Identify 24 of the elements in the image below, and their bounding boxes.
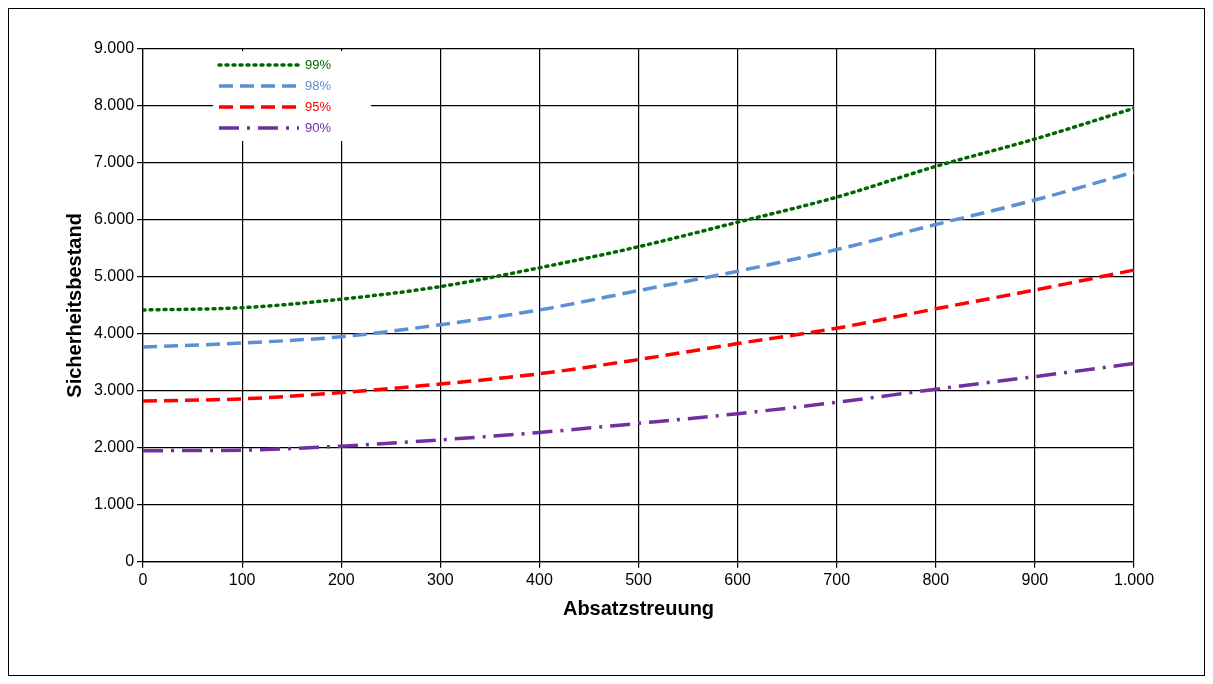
x-tick-label: 600 xyxy=(724,570,752,588)
x-tick-label: 200 xyxy=(327,570,355,588)
x-tick-label: 0 xyxy=(138,570,148,588)
y-tick-label: 3.000 xyxy=(93,381,135,399)
x-tick-label: 500 xyxy=(625,570,652,588)
y-axis-title: Sicherheitsbestand xyxy=(62,213,85,398)
x-tick-label: 900 xyxy=(1021,570,1049,588)
y-tick-label: 7.000 xyxy=(93,153,135,171)
x-tick-label: 400 xyxy=(526,570,553,588)
y-tick-label: 1.000 xyxy=(93,495,135,513)
x-tick-label: 100 xyxy=(228,570,256,588)
x-axis-title: Absatzstreuung xyxy=(562,596,715,619)
x-tick-label: 300 xyxy=(426,570,454,588)
x-tick-label: 1.000 xyxy=(1113,570,1155,588)
y-tick-label: 4.000 xyxy=(93,324,135,342)
legend-panel: 99% 98% 95% 90% xyxy=(213,51,372,141)
x-tick-label: 800 xyxy=(922,570,950,588)
y-tick-label: 2.000 xyxy=(93,438,135,456)
y-tick-label: 5.000 xyxy=(93,267,135,285)
y-tick-label: 6.000 xyxy=(93,210,135,228)
x-tick-label: 700 xyxy=(823,570,851,588)
y-tick-label: 8.000 xyxy=(93,96,135,114)
y-tick-label: 9.000 xyxy=(93,39,135,57)
y-tick-label: 0 xyxy=(125,552,135,570)
